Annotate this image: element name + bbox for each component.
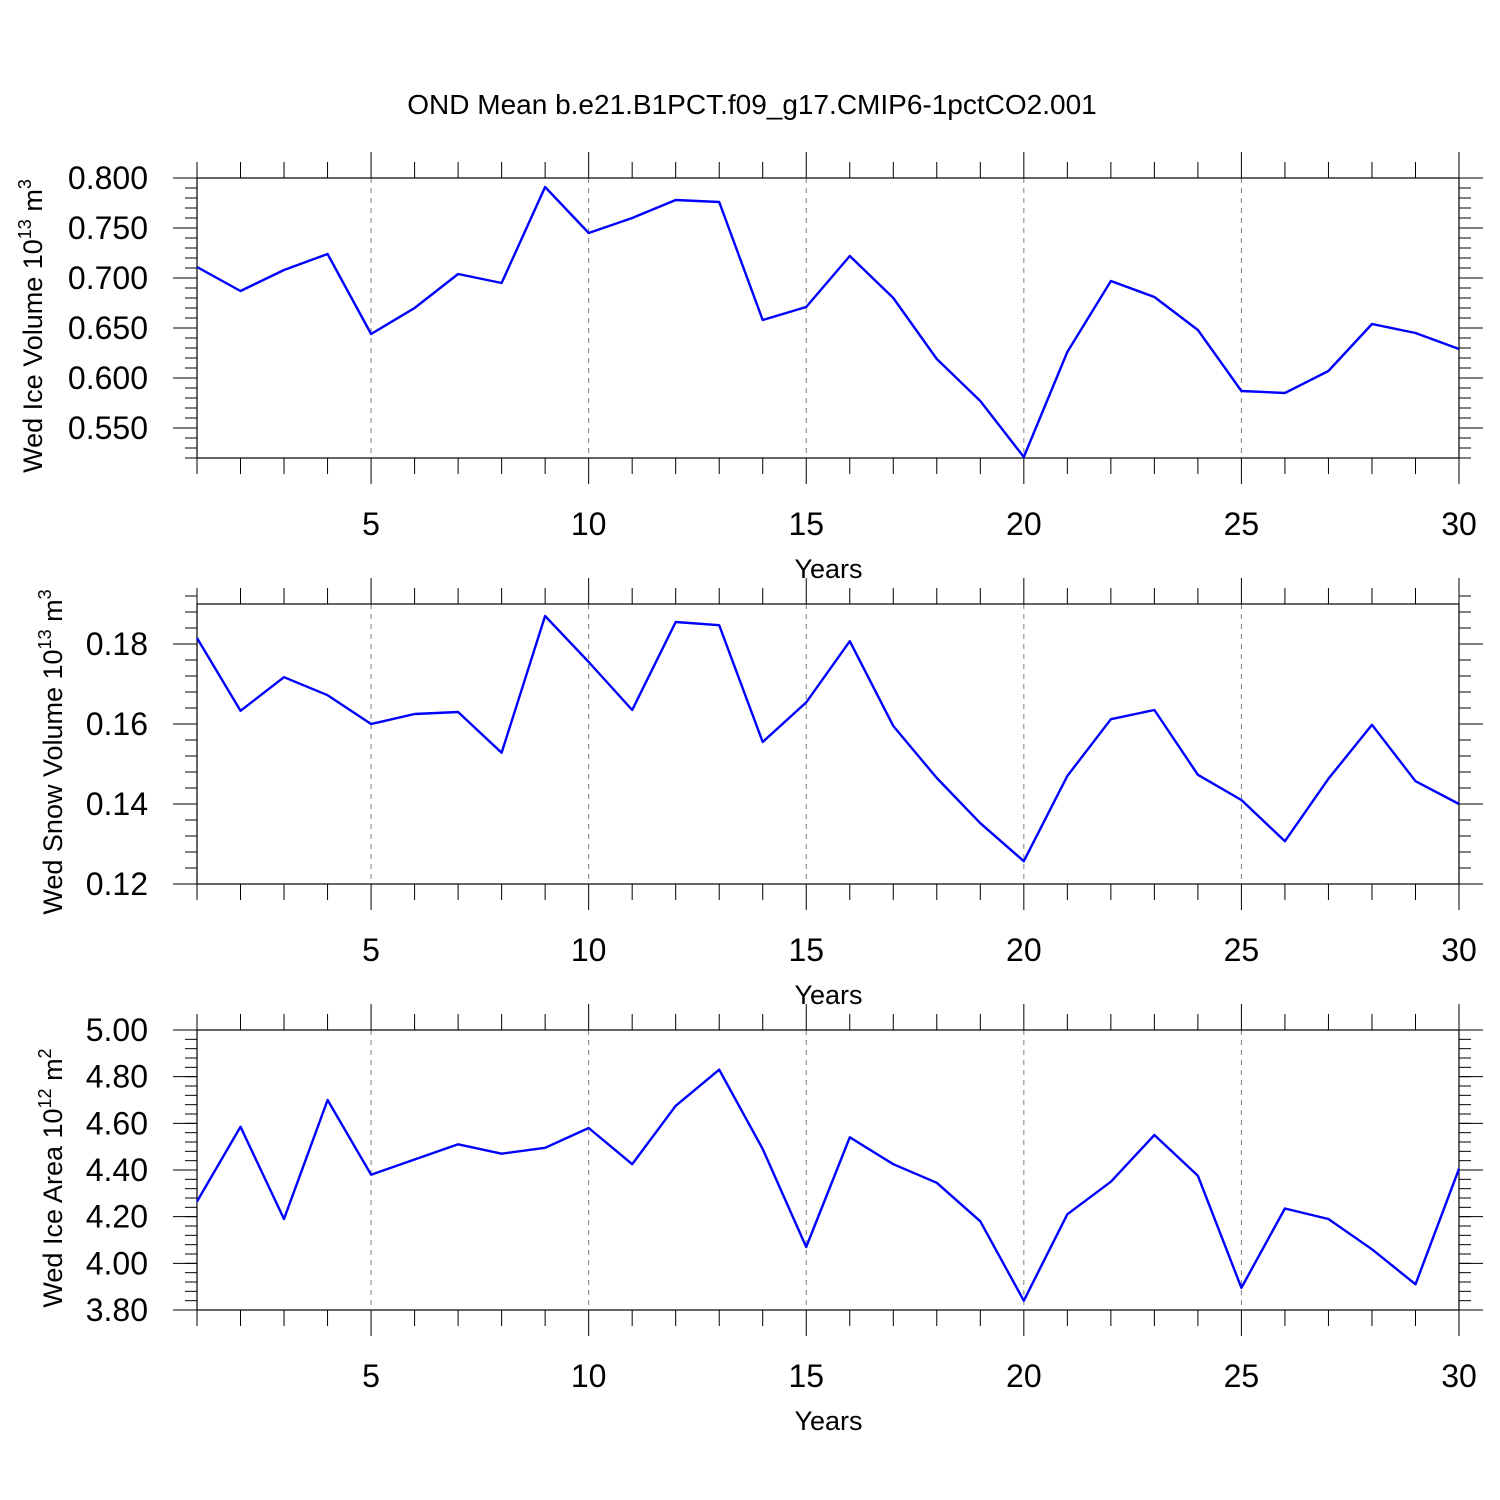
x-tick-label: 10: [571, 932, 607, 968]
x-tick-label: 20: [1006, 506, 1042, 542]
series-line: [195, 1068, 1461, 1302]
x-tick-label: 15: [788, 506, 824, 542]
x-tick-label: 25: [1224, 506, 1260, 542]
y-tick-label: 0.18: [86, 626, 148, 662]
y-axis-title: Wed Snow Volume 1013 m3: [35, 589, 68, 914]
series-line: [196, 185, 1460, 459]
x-axis-title: Years: [794, 980, 862, 1010]
y-tick-label: 4.20: [86, 1199, 148, 1235]
x-axis-title: Years: [794, 554, 862, 584]
y-tick-label: 0.14: [86, 786, 148, 822]
y-tick-label: 3.80: [86, 1292, 148, 1328]
chart-panel-1: 5 10 15 20 25 30 0.550 0.600 0.650 0.700 0.750 0.80…: [15, 152, 1483, 584]
y-tick-label: 0.800: [68, 160, 148, 196]
y-tick-label: 4.80: [86, 1059, 148, 1095]
x-tick-label: 10: [571, 506, 607, 542]
x-tick-label: 5: [362, 506, 380, 542]
y-tick-label: 0.550: [68, 410, 148, 446]
y-tick-label: 4.40: [86, 1152, 148, 1188]
x-tick-label: 30: [1441, 932, 1477, 968]
x-axis-title: Years: [794, 1406, 862, 1436]
x-tick-label: 10: [571, 1358, 607, 1394]
x-tick-label: 25: [1224, 932, 1260, 968]
y-axis-title: Wed Ice Volume 1013 m3: [15, 179, 48, 473]
x-tick-label: 5: [362, 1358, 380, 1394]
x-tick-label: 25: [1224, 1358, 1260, 1394]
x-tick-label: 15: [788, 932, 824, 968]
x-tick-label: 5: [362, 932, 380, 968]
x-tick-label: 30: [1441, 1358, 1477, 1394]
y-axis-title: Wed Ice Area 1012 m2: [35, 1048, 68, 1307]
y-tick-label: 0.600: [68, 360, 148, 396]
y-tick-label: 5.00: [86, 1012, 148, 1048]
x-tick-label: 20: [1006, 1358, 1042, 1394]
y-tick-label: 4.00: [86, 1245, 148, 1281]
chart-panel-2: 5 10 15 20 25 30 0.12 0.14 0.16 0.18 Years Wed Snow…: [35, 578, 1483, 1010]
y-tick-label: 0.12: [86, 866, 148, 902]
figure-title: OND Mean b.e21.B1PCT.f09_g17.CMIP6-1pctC…: [407, 89, 1096, 120]
y-tick-label: 0.700: [68, 260, 148, 296]
y-tick-label: 0.16: [86, 706, 148, 742]
x-tick-label: 20: [1006, 932, 1042, 968]
x-tick-label: 15: [788, 1358, 824, 1394]
y-tick-label: 4.60: [86, 1105, 148, 1141]
series-line: [195, 614, 1460, 863]
x-tick-label: 30: [1441, 506, 1477, 542]
plot-frame: [196, 603, 1460, 885]
y-tick-label: 0.650: [68, 310, 148, 346]
y-tick-label: 0.750: [68, 210, 148, 246]
chart-panel-3: 5 10 15 20 25 30 3.80 4.00 4.20 4.40 4.60 4.80 5.00 Y…: [35, 1004, 1483, 1436]
plot-frame: [196, 177, 1460, 459]
